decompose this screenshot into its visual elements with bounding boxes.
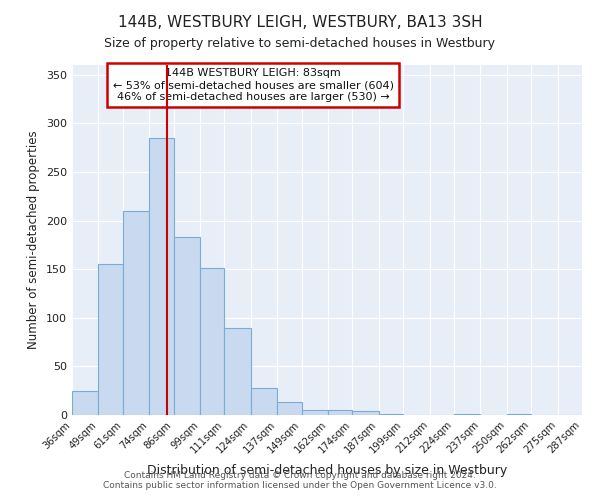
Y-axis label: Number of semi-detached properties: Number of semi-detached properties [28, 130, 40, 350]
Bar [251, 388, 277, 415]
Bar [507, 414, 531, 415]
Bar [302, 410, 328, 415]
Bar [200, 268, 224, 415]
Bar [277, 402, 302, 415]
X-axis label: Distribution of semi-detached houses by size in Westbury: Distribution of semi-detached houses by … [147, 464, 507, 477]
Bar [224, 328, 251, 415]
Text: Size of property relative to semi-detached houses in Westbury: Size of property relative to semi-detach… [104, 38, 496, 51]
Bar [72, 390, 98, 415]
Bar [352, 411, 379, 415]
Bar [379, 414, 403, 415]
Bar [454, 414, 481, 415]
Text: 144B, WESTBURY LEIGH, WESTBURY, BA13 3SH: 144B, WESTBURY LEIGH, WESTBURY, BA13 3SH [118, 15, 482, 30]
Bar [98, 264, 123, 415]
Bar [123, 211, 149, 415]
Bar [328, 410, 352, 415]
Text: 144B WESTBURY LEIGH: 83sqm
← 53% of semi-detached houses are smaller (604)
46% o: 144B WESTBURY LEIGH: 83sqm ← 53% of semi… [113, 68, 394, 102]
Bar [149, 138, 173, 415]
Text: Contains HM Land Registry data © Crown copyright and database right 2024.
Contai: Contains HM Land Registry data © Crown c… [103, 470, 497, 490]
Bar [173, 237, 200, 415]
